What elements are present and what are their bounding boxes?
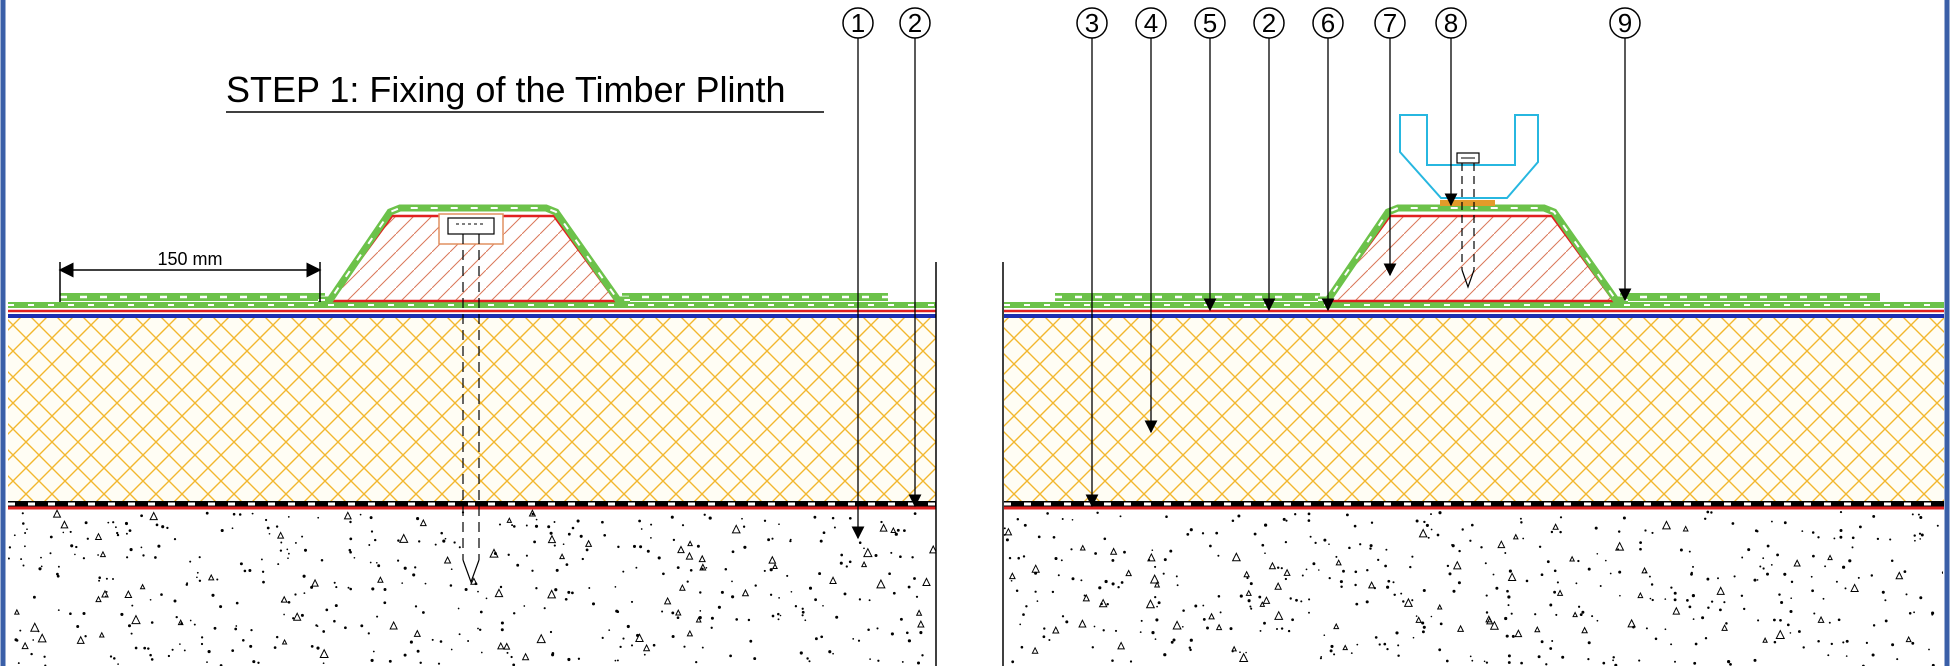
callout-label: 3 [1085,8,1099,38]
timber-plinth-right [1325,214,1617,303]
callout-label: 4 [1144,8,1158,38]
callout-right-3: 5 [1194,7,1226,312]
callout-left-1: 1 [842,7,874,540]
callout-label: 8 [1444,8,1458,38]
left-panel: 150 mm STEP 1: Fixing of the Timber Plin… [8,7,937,666]
callout-label: 1 [851,8,865,38]
callout-right-5: 6 [1312,7,1344,312]
callout-left-2: 2 [899,7,931,508]
callout-right-6: 7 [1374,7,1406,277]
callout-right-7: 8 [1435,7,1467,207]
screw-icon [438,213,504,584]
concrete-slab-right [1003,510,1943,666]
callout-right-2: 4 [1135,7,1167,434]
callout-right-1: 3 [1076,7,1108,508]
callout-label: 5 [1203,8,1217,38]
callout-label: 7 [1383,8,1397,38]
drawing-title: STEP 1: Fixing of the Timber Plinth [226,69,786,110]
concrete-slab-left [8,509,936,666]
bracket-icon [1399,114,1539,206]
screw-icon-right [1456,152,1480,289]
callout-right-8: 9 [1609,7,1641,302]
callout-label: 6 [1321,8,1335,38]
callout-label: 9 [1618,8,1632,38]
dimension-label: 150 mm [157,249,222,269]
callout-label: 2 [1262,8,1276,38]
right-panel: 3 4 5 2 6 7 8 9 [1002,7,1944,666]
dimension-150mm: 150 mm [58,249,322,302]
callout-label: 2 [908,8,922,38]
callout-right-4: 2 [1253,7,1285,312]
